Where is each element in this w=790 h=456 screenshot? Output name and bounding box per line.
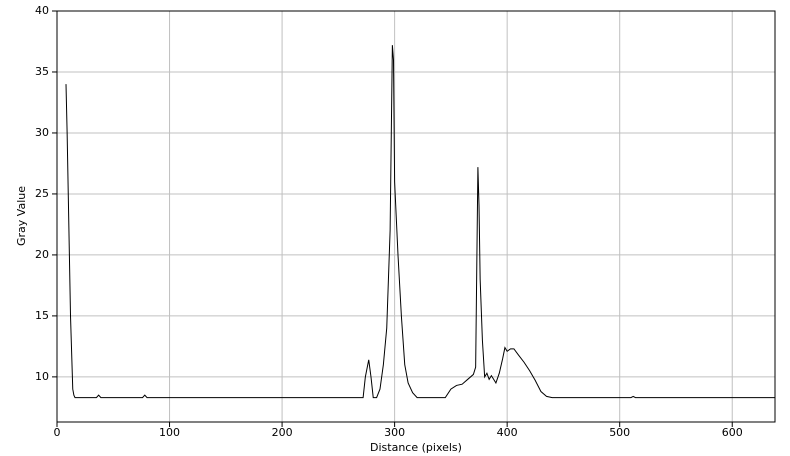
y-tick-label: 30 bbox=[35, 126, 49, 139]
x-axis-label: Distance (pixels) bbox=[370, 441, 462, 454]
y-tick-label: 10 bbox=[35, 370, 49, 383]
x-tick-label: 500 bbox=[609, 426, 630, 439]
x-tick-label: 200 bbox=[272, 426, 293, 439]
x-tick-label: 600 bbox=[722, 426, 743, 439]
y-axis-label: Gray Value bbox=[15, 186, 28, 246]
y-tick-label: 15 bbox=[35, 309, 49, 322]
x-tick-label: 400 bbox=[497, 426, 518, 439]
y-tick-label: 35 bbox=[35, 65, 49, 78]
x-tick-label: 300 bbox=[384, 426, 405, 439]
x-tick-label: 0 bbox=[54, 426, 61, 439]
plot-frame bbox=[56, 10, 776, 423]
y-tick-label: 20 bbox=[35, 248, 49, 261]
profile-line bbox=[65, 45, 775, 399]
y-tick-label: 40 bbox=[35, 4, 49, 17]
x-tick-label: 100 bbox=[159, 426, 180, 439]
y-tick-label: 25 bbox=[35, 187, 49, 200]
